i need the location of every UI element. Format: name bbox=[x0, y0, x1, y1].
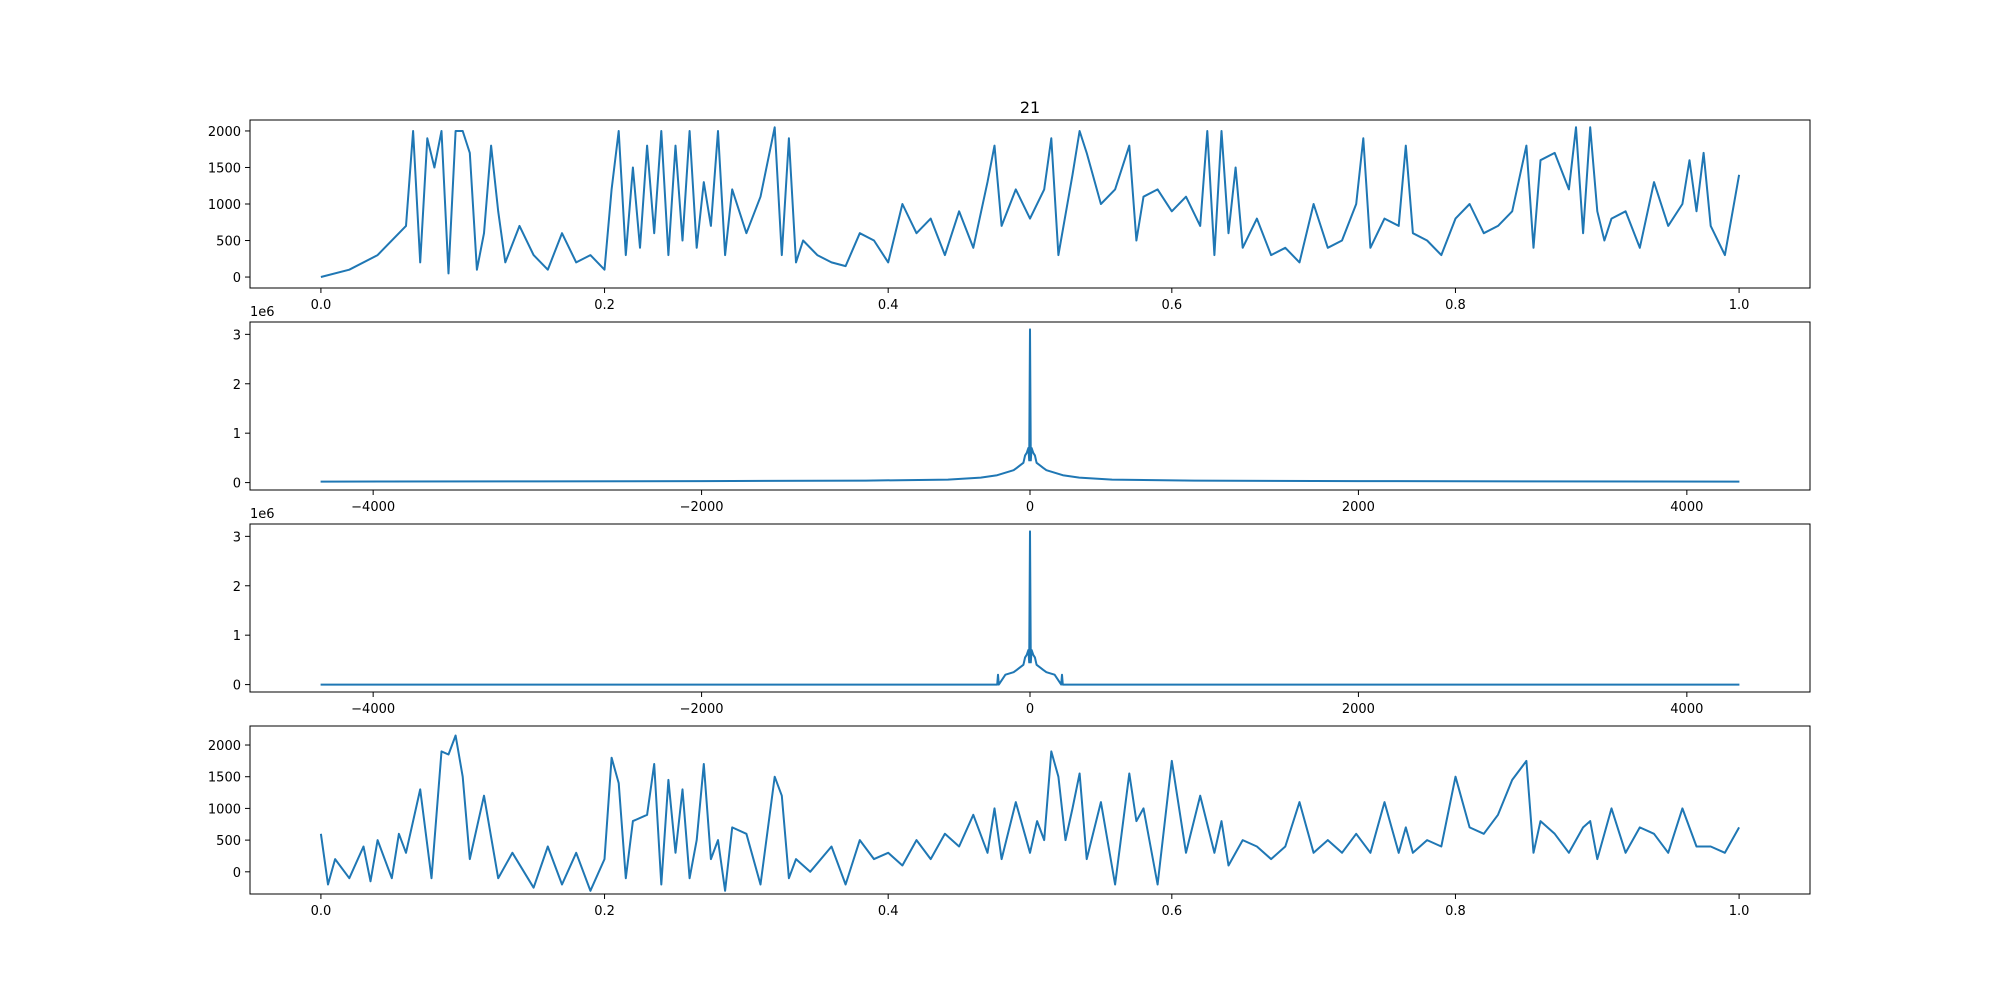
x-tick-label: 0.0 bbox=[311, 298, 332, 313]
y-tick-label: 0 bbox=[233, 866, 241, 881]
y-tick-label: 0 bbox=[233, 271, 241, 286]
y-tick-label: 1 bbox=[233, 629, 241, 644]
subplot-1: 0.0 0.2 0.4 0.6 0.8 1.0 0 500 1000 1500 2000 bbox=[208, 119, 1811, 313]
x-tick-label: 0 bbox=[1026, 500, 1034, 515]
subplot-2: −4000 −2000 0 2000 4000 0 1 2 3 1e6 bbox=[233, 305, 1811, 515]
axes-frame bbox=[249, 725, 1811, 895]
x-tick-label: 0.4 bbox=[878, 904, 899, 919]
x-tick-label: −4000 bbox=[351, 500, 395, 515]
x-tick-label: 0.4 bbox=[878, 298, 899, 313]
x-tick-label: 0.6 bbox=[1161, 298, 1182, 313]
x-tick-label: −2000 bbox=[680, 702, 724, 717]
y-tick-label: 2000 bbox=[208, 125, 241, 140]
x-tick-label: 0.8 bbox=[1445, 298, 1466, 313]
x-tick-label: 4000 bbox=[1670, 702, 1703, 717]
y-tick-label: 1500 bbox=[208, 161, 241, 176]
subplot-3: −4000 −2000 0 2000 4000 0 1 2 3 1e6 bbox=[233, 507, 1811, 717]
x-tick-label: 0.6 bbox=[1161, 904, 1182, 919]
subplot-4: 0.0 0.2 0.4 0.6 0.8 1.0 0 500 1000 1500 2000 bbox=[208, 725, 1811, 919]
x-tick-label: 4000 bbox=[1670, 500, 1703, 515]
series-line bbox=[320, 530, 1740, 686]
y-tick-label: 2000 bbox=[208, 739, 241, 754]
y-tick-label: 1000 bbox=[208, 802, 241, 817]
x-tick-label: 1.0 bbox=[1729, 904, 1750, 919]
x-tick-label: −2000 bbox=[680, 500, 724, 515]
y-tick-label: 2 bbox=[233, 378, 241, 393]
y-tick-label: 0 bbox=[233, 477, 241, 492]
y-offset-label: 1e6 bbox=[250, 305, 275, 320]
x-tick-label: 2000 bbox=[1342, 500, 1375, 515]
y-tick-label: 3 bbox=[233, 530, 241, 545]
x-tick-label: 0.0 bbox=[311, 904, 332, 919]
y-tick-label: 1000 bbox=[208, 198, 241, 213]
x-tick-label: 0.2 bbox=[594, 904, 615, 919]
y-tick-label: 3 bbox=[233, 328, 241, 343]
y-offset-label: 1e6 bbox=[250, 507, 275, 522]
x-tick-label: 0 bbox=[1026, 702, 1034, 717]
y-tick-label: 0 bbox=[233, 679, 241, 694]
x-tick-label: 0.8 bbox=[1445, 904, 1466, 919]
figure-title: 21 bbox=[1020, 98, 1040, 117]
y-tick-label: 2 bbox=[233, 580, 241, 595]
x-tick-label: 1.0 bbox=[1729, 298, 1750, 313]
x-tick-label: −4000 bbox=[351, 702, 395, 717]
series-line bbox=[320, 328, 1740, 483]
y-tick-label: 1500 bbox=[208, 771, 241, 786]
x-tick-label: 2000 bbox=[1342, 702, 1375, 717]
y-tick-label: 1 bbox=[233, 427, 241, 442]
y-tick-label: 500 bbox=[216, 235, 241, 250]
series-line bbox=[319, 734, 1740, 892]
axes-frame bbox=[249, 119, 1811, 289]
y-tick-label: 500 bbox=[216, 834, 241, 849]
series-line bbox=[320, 126, 1741, 278]
x-tick-label: 0.2 bbox=[594, 298, 615, 313]
